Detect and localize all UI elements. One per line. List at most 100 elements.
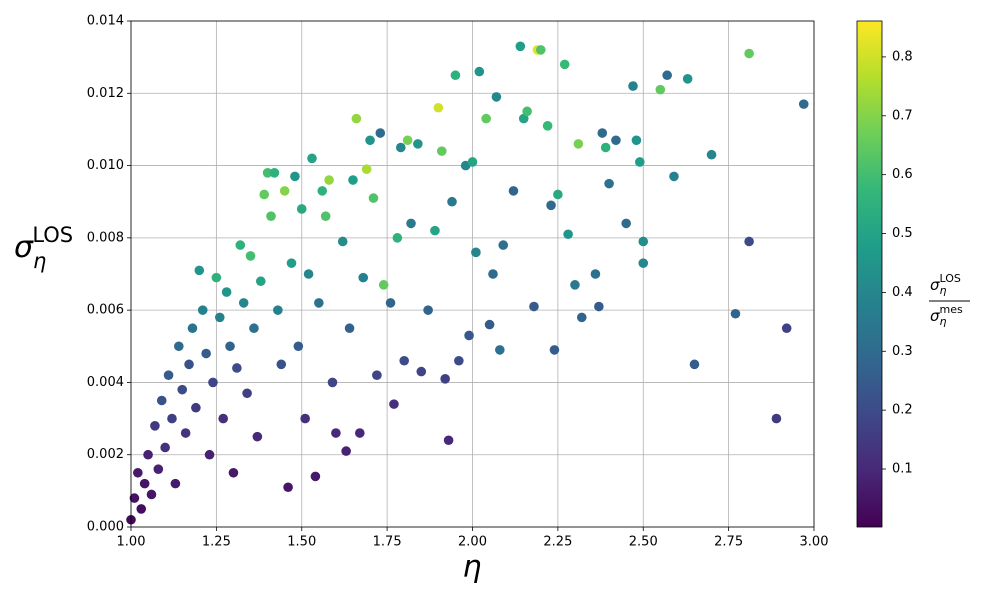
point (163, 370, 174, 381)
point (662, 70, 672, 81)
point (553, 189, 563, 200)
point (542, 121, 553, 131)
point (143, 449, 153, 460)
point (303, 269, 314, 279)
point (139, 478, 150, 489)
y-label-base: σ (14, 230, 34, 265)
point (245, 251, 256, 261)
y-tick-label: 0.002 (87, 447, 124, 462)
point (153, 464, 164, 474)
x-tick-label: 1.25 (202, 535, 231, 550)
point (327, 377, 338, 388)
point (273, 305, 283, 315)
point (436, 146, 447, 156)
point (563, 229, 573, 240)
point (238, 298, 249, 308)
point (450, 70, 461, 81)
point (218, 413, 229, 424)
point (481, 113, 491, 124)
point (283, 482, 293, 493)
point (174, 341, 184, 352)
point (365, 135, 375, 146)
x-tick-label: 1.50 (287, 535, 316, 550)
point (771, 413, 782, 424)
point (536, 45, 546, 55)
point (559, 59, 570, 70)
point (669, 171, 679, 182)
y-tick-label: 0.012 (87, 86, 124, 101)
point (255, 276, 266, 287)
point (590, 269, 601, 279)
colorbar-tick-label: 0.8 (892, 49, 913, 64)
point (508, 186, 519, 196)
point (781, 323, 792, 334)
num-sub: η (940, 284, 947, 297)
point (337, 236, 348, 247)
point (600, 142, 611, 153)
colorbar-tick-label: 0.7 (892, 108, 913, 123)
point (395, 142, 406, 153)
colorbar-tick-label: 0.3 (892, 344, 913, 359)
point (276, 359, 287, 370)
point (269, 168, 280, 178)
point (467, 157, 478, 167)
point (570, 280, 580, 290)
cbar-num: σηLOS (930, 272, 961, 297)
point (529, 301, 539, 312)
point (235, 240, 246, 250)
point (413, 139, 423, 149)
point (129, 493, 140, 503)
point (573, 139, 584, 149)
x-tick-label: 1.75 (373, 535, 402, 550)
point (177, 384, 188, 395)
point (266, 211, 276, 221)
point (440, 374, 450, 384)
point (638, 236, 649, 247)
point (430, 225, 440, 236)
point (402, 135, 413, 146)
point (194, 265, 205, 276)
colorbar (856, 20, 883, 528)
y-label-sup: LOS (32, 223, 73, 247)
point (262, 168, 273, 178)
point (518, 113, 529, 124)
point (604, 178, 614, 189)
y-tick-label: 0.000 (87, 520, 124, 535)
point (522, 106, 532, 117)
point (406, 218, 416, 229)
point (331, 428, 341, 438)
point (286, 258, 297, 268)
point (546, 200, 556, 211)
point (423, 305, 433, 315)
point (279, 186, 290, 196)
y-tick-label: 0.004 (87, 375, 124, 390)
point (197, 305, 208, 315)
point (187, 323, 198, 334)
point (638, 258, 649, 268)
colorbar-tick-label: 0.6 (892, 167, 913, 182)
num-base: σ (930, 276, 940, 294)
point (744, 236, 754, 247)
point (348, 175, 358, 185)
point (341, 446, 351, 456)
point (368, 193, 379, 203)
colorbar-label: σηLOS σηmes (929, 272, 970, 328)
point (300, 413, 310, 424)
point (447, 196, 457, 207)
x-tick-label: 2.25 (543, 535, 572, 550)
point (296, 204, 307, 214)
x-tick-label: 1.00 (117, 535, 146, 550)
point (495, 345, 505, 355)
den-sub: η (940, 315, 947, 328)
point (484, 319, 495, 330)
point (351, 113, 362, 124)
point (252, 431, 263, 442)
point (191, 402, 201, 413)
point (611, 135, 621, 146)
point (242, 388, 252, 399)
colorbar-tick-label: 0.4 (892, 285, 913, 300)
point (655, 84, 666, 95)
point (160, 442, 170, 453)
point (307, 153, 317, 164)
